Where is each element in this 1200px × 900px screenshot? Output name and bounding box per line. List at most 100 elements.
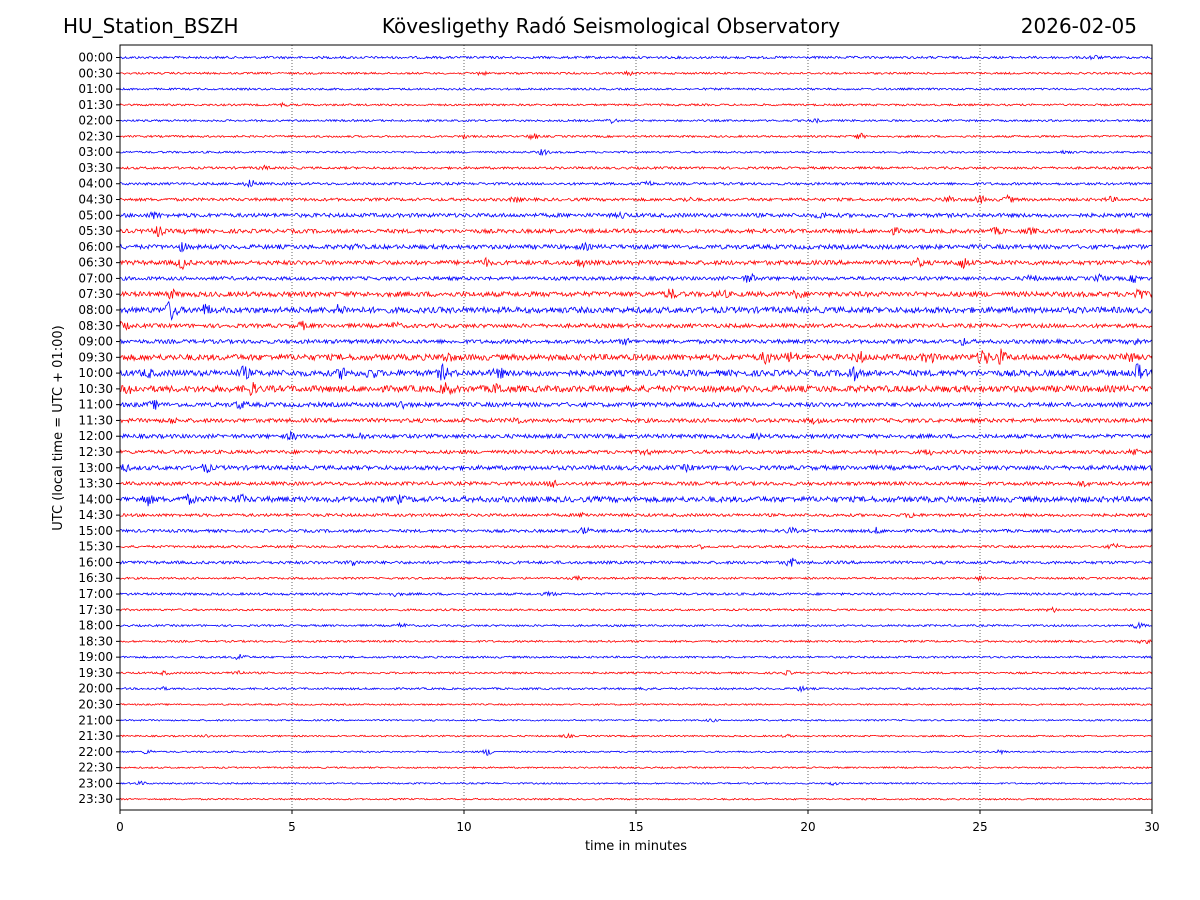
y-tick-label: 15:00 (78, 524, 113, 538)
trace-line (119, 638, 1153, 645)
y-tick-label: 02:30 (78, 129, 113, 143)
x-tick-label: 5 (288, 820, 296, 834)
station-name: HU_Station_BSZH (63, 14, 239, 38)
y-tick-label: 21:30 (78, 729, 113, 743)
trace-line (119, 193, 1153, 204)
trace-line (119, 416, 1153, 426)
trace-line (119, 399, 1153, 410)
y-tick-label: 18:30 (78, 634, 113, 648)
trace-lines (119, 54, 1153, 801)
y-tick-label: 11:00 (78, 398, 113, 412)
y-tick-label: 21:00 (78, 713, 113, 727)
y-tick-label: 06:30 (78, 256, 113, 270)
y-tick-label: 03:30 (78, 161, 113, 175)
y-tick-label: 05:00 (78, 208, 113, 222)
y-tick-label: 07:00 (78, 271, 113, 285)
trace-line (119, 621, 1153, 630)
y-tick-label: 09:00 (78, 335, 113, 349)
trace-line (119, 288, 1153, 300)
y-tick-label: 10:30 (78, 382, 113, 396)
y-tick-label: 08:00 (78, 303, 113, 317)
trace-line (119, 797, 1153, 801)
y-tick-label: 01:00 (78, 82, 113, 96)
trace-line (119, 54, 1153, 61)
trace-line (119, 256, 1153, 271)
y-tick-label: 04:00 (78, 177, 113, 191)
y-tick-label: 00:00 (78, 51, 113, 65)
y-tick-label: 12:30 (78, 445, 113, 459)
x-tick-label: 0 (116, 820, 124, 834)
y-tick-label: 06:00 (78, 240, 113, 254)
y-tick-label: 23:30 (78, 792, 113, 806)
trace-line (119, 348, 1153, 365)
trace-line (119, 590, 1153, 598)
trace-line (119, 362, 1153, 382)
y-tick-label: 18:00 (78, 619, 113, 633)
y-tick-label: 19:30 (78, 666, 113, 680)
trace-line (119, 101, 1153, 108)
trace-line (119, 479, 1153, 488)
y-tick-label: 20:30 (78, 697, 113, 711)
trace-line (119, 320, 1153, 331)
trace-line (119, 272, 1153, 283)
trace-line (119, 780, 1153, 787)
y-tick-label: 22:00 (78, 745, 113, 759)
y-tick-label: 23:00 (78, 776, 113, 790)
trace-line (119, 179, 1153, 188)
y-tick-label: 01:30 (78, 98, 113, 112)
trace-line (119, 654, 1153, 661)
chart-title: Kövesligethy Radó Seismological Observat… (381, 14, 841, 38)
trace-line (119, 463, 1153, 474)
trace-line (119, 117, 1153, 125)
y-tick-label: 16:30 (78, 571, 113, 585)
trace-line (119, 493, 1153, 507)
chart-date: 2026-02-05 (1020, 14, 1137, 38)
x-tick-label: 25 (972, 820, 987, 834)
trace-line (120, 766, 1153, 770)
trace-line (119, 381, 1153, 397)
trace-line (119, 685, 1153, 693)
y-tick-label: 19:00 (78, 650, 113, 664)
y-tick-label: 15:30 (78, 540, 113, 554)
y-tick-label: 04:30 (78, 193, 113, 207)
y-tick-label: 13:30 (78, 477, 113, 491)
trace-line (119, 337, 1153, 346)
y-axis-label: UTC (local time = UTC + 01:00) (51, 325, 66, 530)
trace-line (119, 606, 1153, 614)
trace-line (119, 226, 1153, 238)
trace-line (119, 210, 1153, 220)
trace-line (119, 732, 1153, 739)
y-tick-label: 00:30 (78, 66, 113, 80)
x-tick-label: 15 (628, 820, 643, 834)
trace-line (119, 511, 1153, 519)
y-tick-label: 07:30 (78, 287, 113, 301)
y-tick-label: 11:30 (78, 413, 113, 427)
y-tick-label: 16:00 (78, 555, 113, 569)
trace-line (119, 703, 1153, 707)
trace-line (119, 526, 1153, 535)
y-tick-label: 14:30 (78, 508, 113, 522)
trace-line (119, 69, 1153, 77)
grid-lines (291, 45, 981, 810)
y-tick-label: 10:00 (78, 366, 113, 380)
trace-line (119, 448, 1153, 457)
trace-line (119, 241, 1153, 253)
x-axis: 0 5 10 15 20 25 30 (116, 810, 1160, 834)
y-tick-label: 03:00 (78, 145, 113, 159)
x-tick-label: 10 (456, 820, 471, 834)
trace-line (119, 87, 1153, 91)
y-tick-label: 09:30 (78, 350, 113, 364)
y-tick-label: 13:00 (78, 461, 113, 475)
trace-line (119, 669, 1153, 677)
y-tick-label: 05:30 (78, 224, 113, 238)
trace-line (119, 430, 1153, 441)
y-tick-label: 22:30 (78, 761, 113, 775)
y-tick-label: 20:00 (78, 682, 113, 696)
x-tick-label: 30 (1144, 820, 1159, 834)
trace-line (119, 718, 1153, 723)
trace-line (119, 164, 1153, 171)
trace-line (119, 300, 1153, 321)
y-tick-label: 14:00 (78, 492, 113, 506)
